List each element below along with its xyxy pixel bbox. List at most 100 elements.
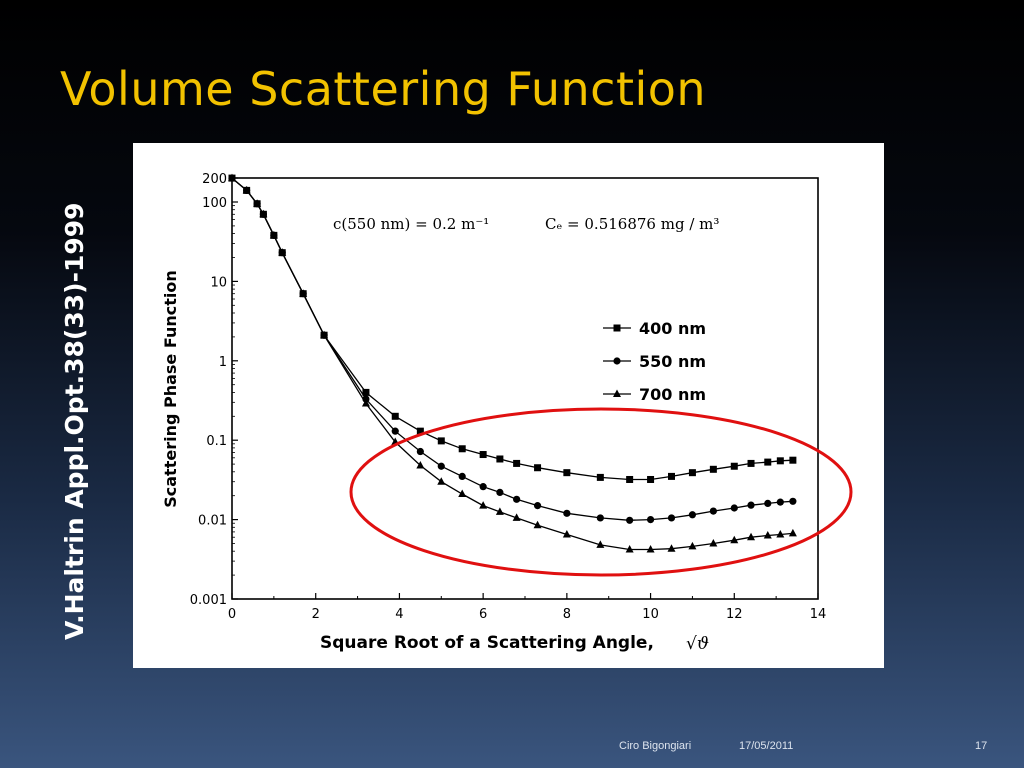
data-point	[458, 489, 467, 498]
data-point	[362, 388, 370, 396]
data-point	[667, 544, 676, 552]
y-tick-label: 0.001	[190, 593, 227, 608]
y-tick-label: 0.01	[198, 514, 227, 529]
x-tick-label: 6	[479, 607, 487, 622]
highlight-ellipse	[349, 407, 853, 577]
data-point	[479, 483, 487, 491]
x-tick-label: 12	[726, 607, 743, 622]
annotation-concentration-cc: Cₑ = 0.516876 mg / m³	[545, 215, 719, 233]
data-point	[647, 475, 655, 483]
legend-marker	[613, 324, 621, 332]
data-point	[512, 513, 521, 521]
legend-marker	[613, 389, 621, 397]
data-point	[269, 230, 278, 239]
plot-frame	[231, 177, 819, 600]
data-point	[563, 509, 571, 517]
data-point	[625, 545, 634, 553]
data-point	[596, 473, 604, 481]
series-700-nm	[228, 173, 797, 553]
data-point	[667, 514, 676, 522]
data-point	[596, 540, 605, 548]
data-point	[563, 469, 571, 477]
data-point	[259, 209, 268, 218]
x-tick-label: 14	[810, 607, 827, 622]
data-point	[668, 472, 675, 480]
y-tick-label: 100	[202, 196, 227, 211]
data-point	[416, 461, 425, 469]
data-point	[747, 501, 755, 509]
data-point	[479, 451, 487, 459]
x-axis-symbol: √ϑ	[686, 634, 709, 654]
y-tick-label: 200	[202, 172, 227, 187]
data-point	[764, 499, 772, 507]
legend-label: 400 nm	[639, 319, 706, 338]
x-tick-label: 2	[312, 607, 320, 622]
data-point	[730, 462, 738, 470]
y-tick-label: 10	[210, 275, 227, 290]
data-point	[764, 458, 772, 466]
data-point	[730, 504, 738, 512]
data-point	[776, 457, 784, 465]
data-point	[416, 447, 424, 456]
y-axis-label: Scattering Phase Function	[161, 270, 180, 508]
data-point	[361, 398, 370, 407]
data-point	[513, 495, 521, 503]
annotation-concentration-c: c(550 nm) = 0.2 m⁻¹	[333, 215, 489, 233]
y-tick-label: 0.1	[206, 434, 227, 449]
data-point	[437, 462, 445, 470]
data-point	[495, 507, 504, 515]
data-point	[776, 498, 784, 506]
data-point	[242, 185, 251, 194]
data-point	[299, 289, 308, 297]
slide-title: Volume Scattering Function	[60, 62, 707, 116]
series-line	[231, 177, 793, 551]
legend-label: 700 nm	[639, 385, 706, 404]
data-point	[688, 511, 697, 519]
data-point	[747, 459, 755, 467]
data-point	[788, 528, 797, 537]
data-point	[496, 488, 504, 497]
data-point	[533, 502, 542, 510]
data-point	[437, 437, 445, 445]
x-tick-label: 4	[395, 607, 403, 622]
citation-vertical: V.Haltrin Appl.Opt.38(33)-1999	[60, 202, 89, 640]
data-point	[253, 199, 262, 207]
data-point	[533, 520, 542, 529]
data-point	[458, 445, 466, 453]
data-point	[416, 427, 424, 435]
scattering-chart: 0 2 4 6 8 10 12 14 200 100 10 1 0.1 0.01 0.001 400 nm 5…	[161, 172, 853, 654]
chart-figure: 0 2 4 6 8 10 12 14 200 100 10 1 0.1 0.01 0.001 400 nm 5…	[133, 143, 884, 668]
legend-marker	[613, 357, 621, 365]
y-tick-label: 1	[219, 355, 227, 370]
data-point	[228, 173, 236, 182]
footer-date: 17/05/2011	[739, 740, 794, 752]
legend-label: 550 nm	[639, 352, 706, 371]
data-point	[688, 541, 697, 550]
data-point	[479, 501, 488, 509]
data-point	[278, 248, 287, 256]
data-point	[437, 477, 446, 485]
data-point	[646, 516, 655, 524]
data-point	[391, 412, 399, 420]
page-number: 17	[975, 740, 988, 752]
data-point	[626, 516, 634, 524]
data-point	[688, 469, 696, 477]
x-axis-label: Square Root of a Scattering Angle,	[320, 633, 654, 653]
data-point	[776, 529, 785, 538]
data-point	[391, 427, 399, 435]
data-point	[562, 529, 571, 538]
data-point	[730, 535, 739, 544]
data-point	[496, 455, 504, 463]
data-point	[596, 514, 604, 522]
data-point	[320, 330, 329, 339]
data-point	[709, 507, 717, 515]
data-point	[789, 456, 797, 464]
data-point	[709, 465, 717, 473]
data-point	[626, 475, 634, 483]
footer-author: Ciro Bigongiari	[619, 740, 692, 752]
x-tick-label: 10	[642, 607, 659, 622]
data-point	[709, 539, 718, 547]
data-point	[513, 459, 521, 467]
x-tick-label: 0	[228, 607, 236, 622]
data-point	[458, 472, 466, 481]
